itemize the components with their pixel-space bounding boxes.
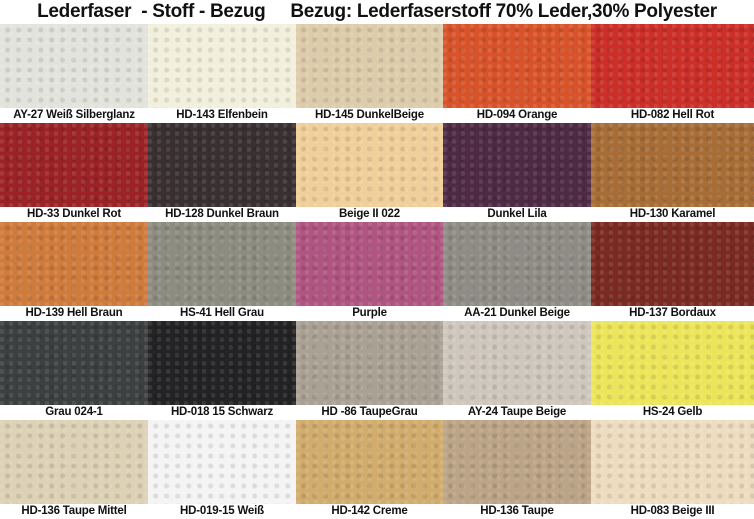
swatch-label: HD-019-15 Weiß (180, 505, 264, 517)
swatch-label: HD-094 Orange (476, 109, 558, 121)
swatch-color (443, 123, 591, 207)
swatch-label: HD-082 Hell Rot (630, 109, 715, 121)
swatch-item: HD-137 Bordaux (591, 222, 754, 321)
swatch-label: HD-136 Taupe (480, 505, 554, 517)
swatch-color (148, 321, 296, 405)
swatch-color (0, 321, 148, 405)
swatch-color (443, 321, 591, 405)
swatch-label: HD-083 Beige III (630, 505, 715, 517)
swatch-color (443, 420, 591, 504)
swatch-item: HD-136 Taupe Mittel (0, 420, 148, 519)
swatch-label: HD-136 Taupe Mittel (21, 505, 127, 517)
swatch-label: Dunkel Lila (487, 208, 547, 220)
swatch-item: HD -86 TaupeGrau (296, 321, 443, 420)
swatch-item: HD-083 Beige III (591, 420, 754, 519)
swatch-label: HD-145 DunkelBeige (315, 109, 424, 121)
swatch-item: HD-082 Hell Rot (591, 24, 754, 123)
swatch-item: HD-130 Karamel (591, 123, 754, 222)
swatch-item: HD-094 Orange (443, 24, 591, 123)
swatch-label: HD -86 TaupeGrau (321, 406, 418, 418)
swatch-item: Dunkel Lila (443, 123, 591, 222)
swatch-color (591, 123, 754, 207)
swatch-item: HD-019-15 Weiß (148, 420, 296, 519)
swatch-color (591, 321, 754, 405)
swatch-item: HD-145 DunkelBeige (296, 24, 443, 123)
swatch-item: HD-143 Elfenbein (148, 24, 296, 123)
swatch-label: Purple (352, 307, 387, 319)
swatch-color (296, 420, 443, 504)
swatch-label: HD-143 Elfenbein (176, 109, 268, 121)
swatch-color (0, 123, 148, 207)
swatch-item: AA-21 Dunkel Beige (443, 222, 591, 321)
swatch-label: HS-24 Gelb (642, 406, 703, 418)
swatch-item: HD-128 Dunkel Braun (148, 123, 296, 222)
swatch-color (148, 222, 296, 306)
swatch-label: HD-142 Creme (331, 505, 408, 517)
swatch-item: HS-24 Gelb (591, 321, 754, 420)
swatch-color (0, 420, 148, 504)
swatch-color (591, 420, 754, 504)
page-title: Lederfaser - Stoff - Bezug Bezug: Lederf… (37, 1, 717, 22)
swatch-label: HD-128 Dunkel Braun (165, 208, 279, 220)
swatch-color (0, 24, 148, 108)
swatch-label: HD-130 Karamel (629, 208, 716, 220)
swatch-color (148, 24, 296, 108)
swatch-color (296, 222, 443, 306)
swatch-label: Grau 024-1 (45, 406, 103, 418)
swatch-color (443, 24, 591, 108)
swatch-color (148, 123, 296, 207)
swatch-color (591, 24, 754, 108)
swatch-label: HD-33 Dunkel Rot (27, 208, 121, 220)
swatch-item: HD-136 Taupe (443, 420, 591, 519)
swatch-item: AY-24 Taupe Beige (443, 321, 591, 420)
swatch-item: HD-142 Creme (296, 420, 443, 519)
swatch-item: HS-41 Hell Grau (148, 222, 296, 321)
swatch-color (296, 24, 443, 108)
swatch-label: HD-018 15 Schwarz (170, 406, 274, 418)
swatch-item: HD-33 Dunkel Rot (0, 123, 148, 222)
swatch-label: HS-41 Hell Grau (180, 307, 264, 319)
swatch-label: HD-139 Hell Braun (25, 307, 123, 319)
swatch-item: AY-27 Weiß Silberglanz (0, 24, 148, 123)
swatch-color (591, 222, 754, 306)
swatch-color (443, 222, 591, 306)
swatch-color (296, 123, 443, 207)
swatch-label: HD-137 Bordaux (629, 307, 716, 319)
swatch-label: AY-27 Weiß Silberglanz (13, 109, 135, 121)
swatch-label: AA-21 Dunkel Beige (464, 307, 570, 319)
swatch-item: Grau 024-1 (0, 321, 148, 420)
swatch-item: Purple (296, 222, 443, 321)
swatch-color (296, 321, 443, 405)
swatch-label: Beige II 022 (339, 208, 400, 220)
swatch-item: HD-018 15 Schwarz (148, 321, 296, 420)
swatch-grid: AY-27 Weiß Silberglanz HD-143 Elfenbein HD… (0, 24, 754, 519)
swatch-item: HD-139 Hell Braun (0, 222, 148, 321)
swatch-color (0, 222, 148, 306)
swatch-label: AY-24 Taupe Beige (467, 406, 567, 418)
swatch-item: Beige II 022 (296, 123, 443, 222)
swatch-color (148, 420, 296, 504)
